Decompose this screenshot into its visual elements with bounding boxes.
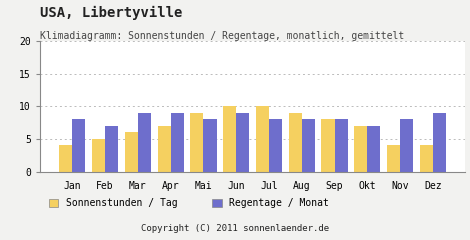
- Bar: [157, 126, 171, 172]
- Bar: [420, 145, 433, 172]
- Bar: [236, 113, 250, 172]
- Bar: [335, 119, 348, 172]
- Text: Copyright (C) 2011 sonnenlaender.de: Copyright (C) 2011 sonnenlaender.de: [141, 224, 329, 233]
- Bar: [269, 119, 282, 172]
- Bar: [171, 113, 184, 172]
- Bar: [138, 113, 151, 172]
- Bar: [256, 106, 269, 172]
- Bar: [59, 145, 72, 172]
- Bar: [125, 132, 138, 172]
- Text: USA, Libertyville: USA, Libertyville: [40, 6, 182, 20]
- Bar: [105, 126, 118, 172]
- Bar: [92, 139, 105, 172]
- Legend: Sonnenstunden / Tag, Regentage / Monat: Sonnenstunden / Tag, Regentage / Monat: [45, 195, 333, 212]
- Bar: [190, 113, 204, 172]
- Bar: [433, 113, 446, 172]
- Bar: [400, 119, 413, 172]
- Bar: [387, 145, 400, 172]
- Bar: [302, 119, 315, 172]
- Bar: [354, 126, 368, 172]
- Bar: [289, 113, 302, 172]
- Text: Klimadiagramm: Sonnenstunden / Regentage, monatlich, gemittelt: Klimadiagramm: Sonnenstunden / Regentage…: [40, 31, 404, 41]
- Bar: [223, 106, 236, 172]
- Bar: [368, 126, 380, 172]
- Bar: [204, 119, 217, 172]
- Bar: [321, 119, 335, 172]
- Bar: [72, 119, 86, 172]
